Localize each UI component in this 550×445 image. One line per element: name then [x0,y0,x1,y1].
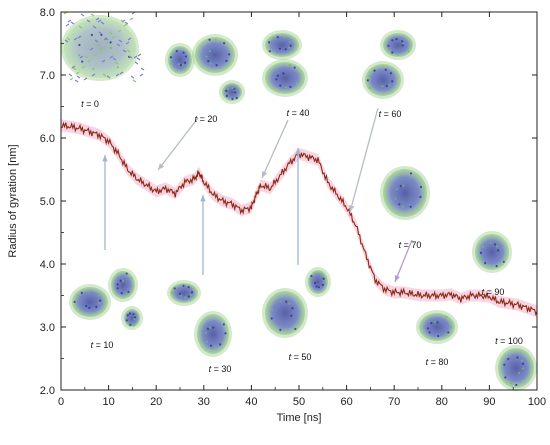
snapshot-arrow [295,148,301,265]
rg-series [60,121,538,317]
snapshot-label: t = 0 [81,99,99,109]
y-axis-label: Radius of gyration [nm] [7,144,19,257]
snapshot-arrow [261,119,289,179]
snapshot-arrow [200,195,206,275]
snapshot-image [472,231,512,273]
snapshot-image [262,59,308,97]
snapshot-arrow [102,155,108,250]
snapshot-arrow [157,117,199,171]
x-tick-label: 10 [102,396,114,408]
snapshot-label: t = 70 [399,240,422,250]
snapshot-image [61,15,139,81]
axes: 0 10 20 30 40 50 60 70 80 90 100 2.0 3.0 4.0 5.0 6.0 7.0… [40,7,546,408]
snapshot-image [380,166,430,220]
snapshot-image [262,30,302,60]
y-tick-label: 2.0 [40,385,55,397]
snapshot-label: t = 90 [482,287,505,297]
snapshot-labels: t = 0 t = 10 t = 20 t = 30 t = 40 t = 50 t = 6… [81,99,523,374]
snapshot-image [380,30,416,60]
snapshot-image [219,80,245,104]
snapshot-image [167,280,201,306]
snapshot-label: t = 20 [195,114,218,124]
x-axis-label: Time [ns] [277,412,322,424]
snapshot-arrows [102,107,413,283]
y-tick-label: 6.0 [40,133,55,145]
snapshot-label: t = 10 [91,340,114,350]
snapshot-label: t = 50 [289,352,312,362]
snapshot-image [416,310,458,344]
snapshot-image [362,61,404,99]
x-tick-label: 80 [436,396,448,408]
x-tick-label: 60 [340,396,352,408]
x-tick-label: 30 [198,396,210,408]
snapshot-image [121,306,143,330]
y-tick-label: 3.0 [40,322,55,334]
snapshot-image [262,288,308,338]
x-tick-label: 90 [483,396,495,408]
snapshot-image [495,345,537,391]
x-tick-label: 50 [293,396,305,408]
x-tick-label: 70 [388,396,400,408]
snapshot-image [305,267,331,297]
y-tick-label: 8.0 [40,7,55,19]
snapshot-image [108,268,138,302]
snapshot-image [69,284,111,320]
x-tick-label: 40 [245,396,257,408]
rg-line [60,121,538,317]
snapshot-image [194,311,232,357]
x-tick-label: 20 [150,396,162,408]
x-tick-label: 0 [58,396,64,408]
snapshot-image [63,11,145,83]
molecular-snapshots [61,11,537,391]
snapshot-image [192,34,238,76]
snapshot-label: t = 40 [287,108,310,118]
snapshot-label: t = 80 [426,357,449,367]
snapshot-image [165,43,195,77]
y-tick-label: 7.0 [40,70,55,82]
snapshot-arrow [349,107,379,213]
snapshot-arrow [394,239,413,283]
y-tick-label: 5.0 [40,196,55,208]
x-tick-label: 100 [528,396,546,408]
snapshot-label: t = 30 [209,364,232,374]
snapshot-label: t = 100 [495,336,523,346]
snapshot-label: t = 60 [379,109,402,119]
y-tick-label: 4.0 [40,259,55,271]
